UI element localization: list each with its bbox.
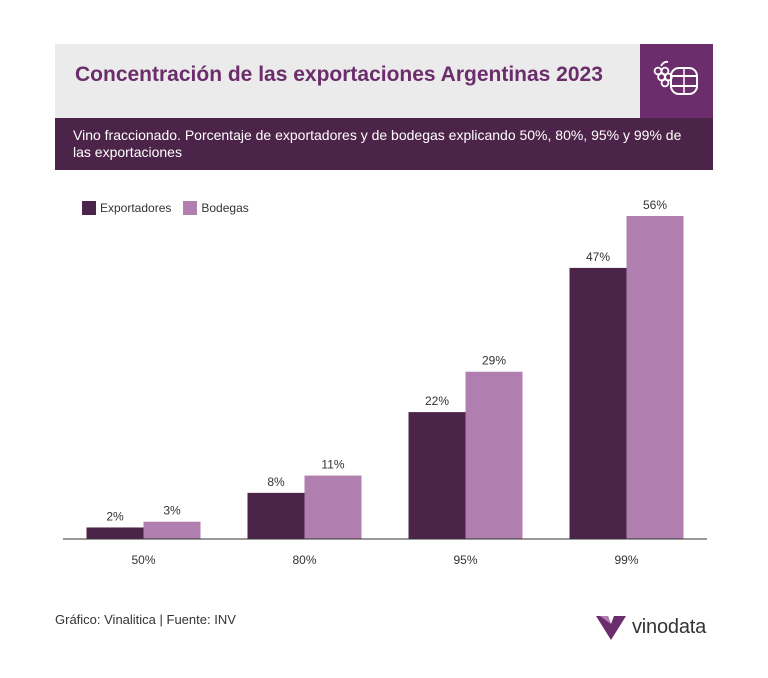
bar-bodegas-3 (626, 216, 684, 539)
grapes-barrel-icon (653, 60, 698, 95)
bar-exportadores-0 (86, 527, 144, 539)
vinodata-logo-icon (596, 616, 626, 640)
bar-bodegas-2 (465, 371, 523, 539)
legend-swatch-bodegas (183, 201, 198, 215)
x-tick-label-0: 50% (131, 553, 155, 567)
legend-item-bodegas: Bodegas (183, 201, 249, 215)
bar-bodegas-0 (143, 521, 201, 539)
data-label-exportadores-2: 22% (425, 394, 449, 408)
brand-name: vinodata (632, 615, 707, 638)
data-label-exportadores-3: 47% (586, 250, 610, 264)
title-band: Concentración de las exportaciones Argen… (55, 44, 640, 118)
x-tick-label-3: 99% (614, 553, 638, 567)
chart-subtitle: Vino fraccionado. Porcentaje de exportad… (73, 127, 682, 160)
x-tick-label-1: 80% (292, 553, 316, 567)
source-note: Gráfico: Vinalitica | Fuente: INV (55, 612, 236, 627)
legend-label-exportadores: Exportadores (100, 201, 172, 215)
bar-exportadores-1 (247, 492, 305, 539)
bar-exportadores-2 (408, 412, 466, 539)
legend-item-exportadores: Exportadores (82, 201, 171, 215)
data-label-bodegas-2: 29% (482, 354, 506, 368)
legend: Exportadores Bodegas (82, 201, 261, 215)
bar-exportadores-3 (569, 267, 627, 539)
data-label-exportadores-1: 8% (267, 475, 285, 489)
data-label-bodegas-3: 56% (643, 198, 667, 212)
subtitle-band: Vino fraccionado. Porcentaje de exportad… (55, 118, 713, 170)
data-label-bodegas-0: 3% (163, 504, 181, 518)
legend-swatch-exportadores (82, 201, 96, 215)
x-tick-label-2: 95% (453, 553, 477, 567)
logo-box (640, 44, 713, 118)
brand: vinodata (596, 614, 706, 640)
chart-title: Concentración de las exportaciones Argen… (75, 63, 603, 86)
bar-bodegas-1 (304, 475, 362, 539)
legend-label-bodegas: Bodegas (201, 201, 249, 215)
data-label-exportadores-0: 2% (106, 509, 124, 523)
data-label-bodegas-1: 11% (321, 458, 344, 472)
